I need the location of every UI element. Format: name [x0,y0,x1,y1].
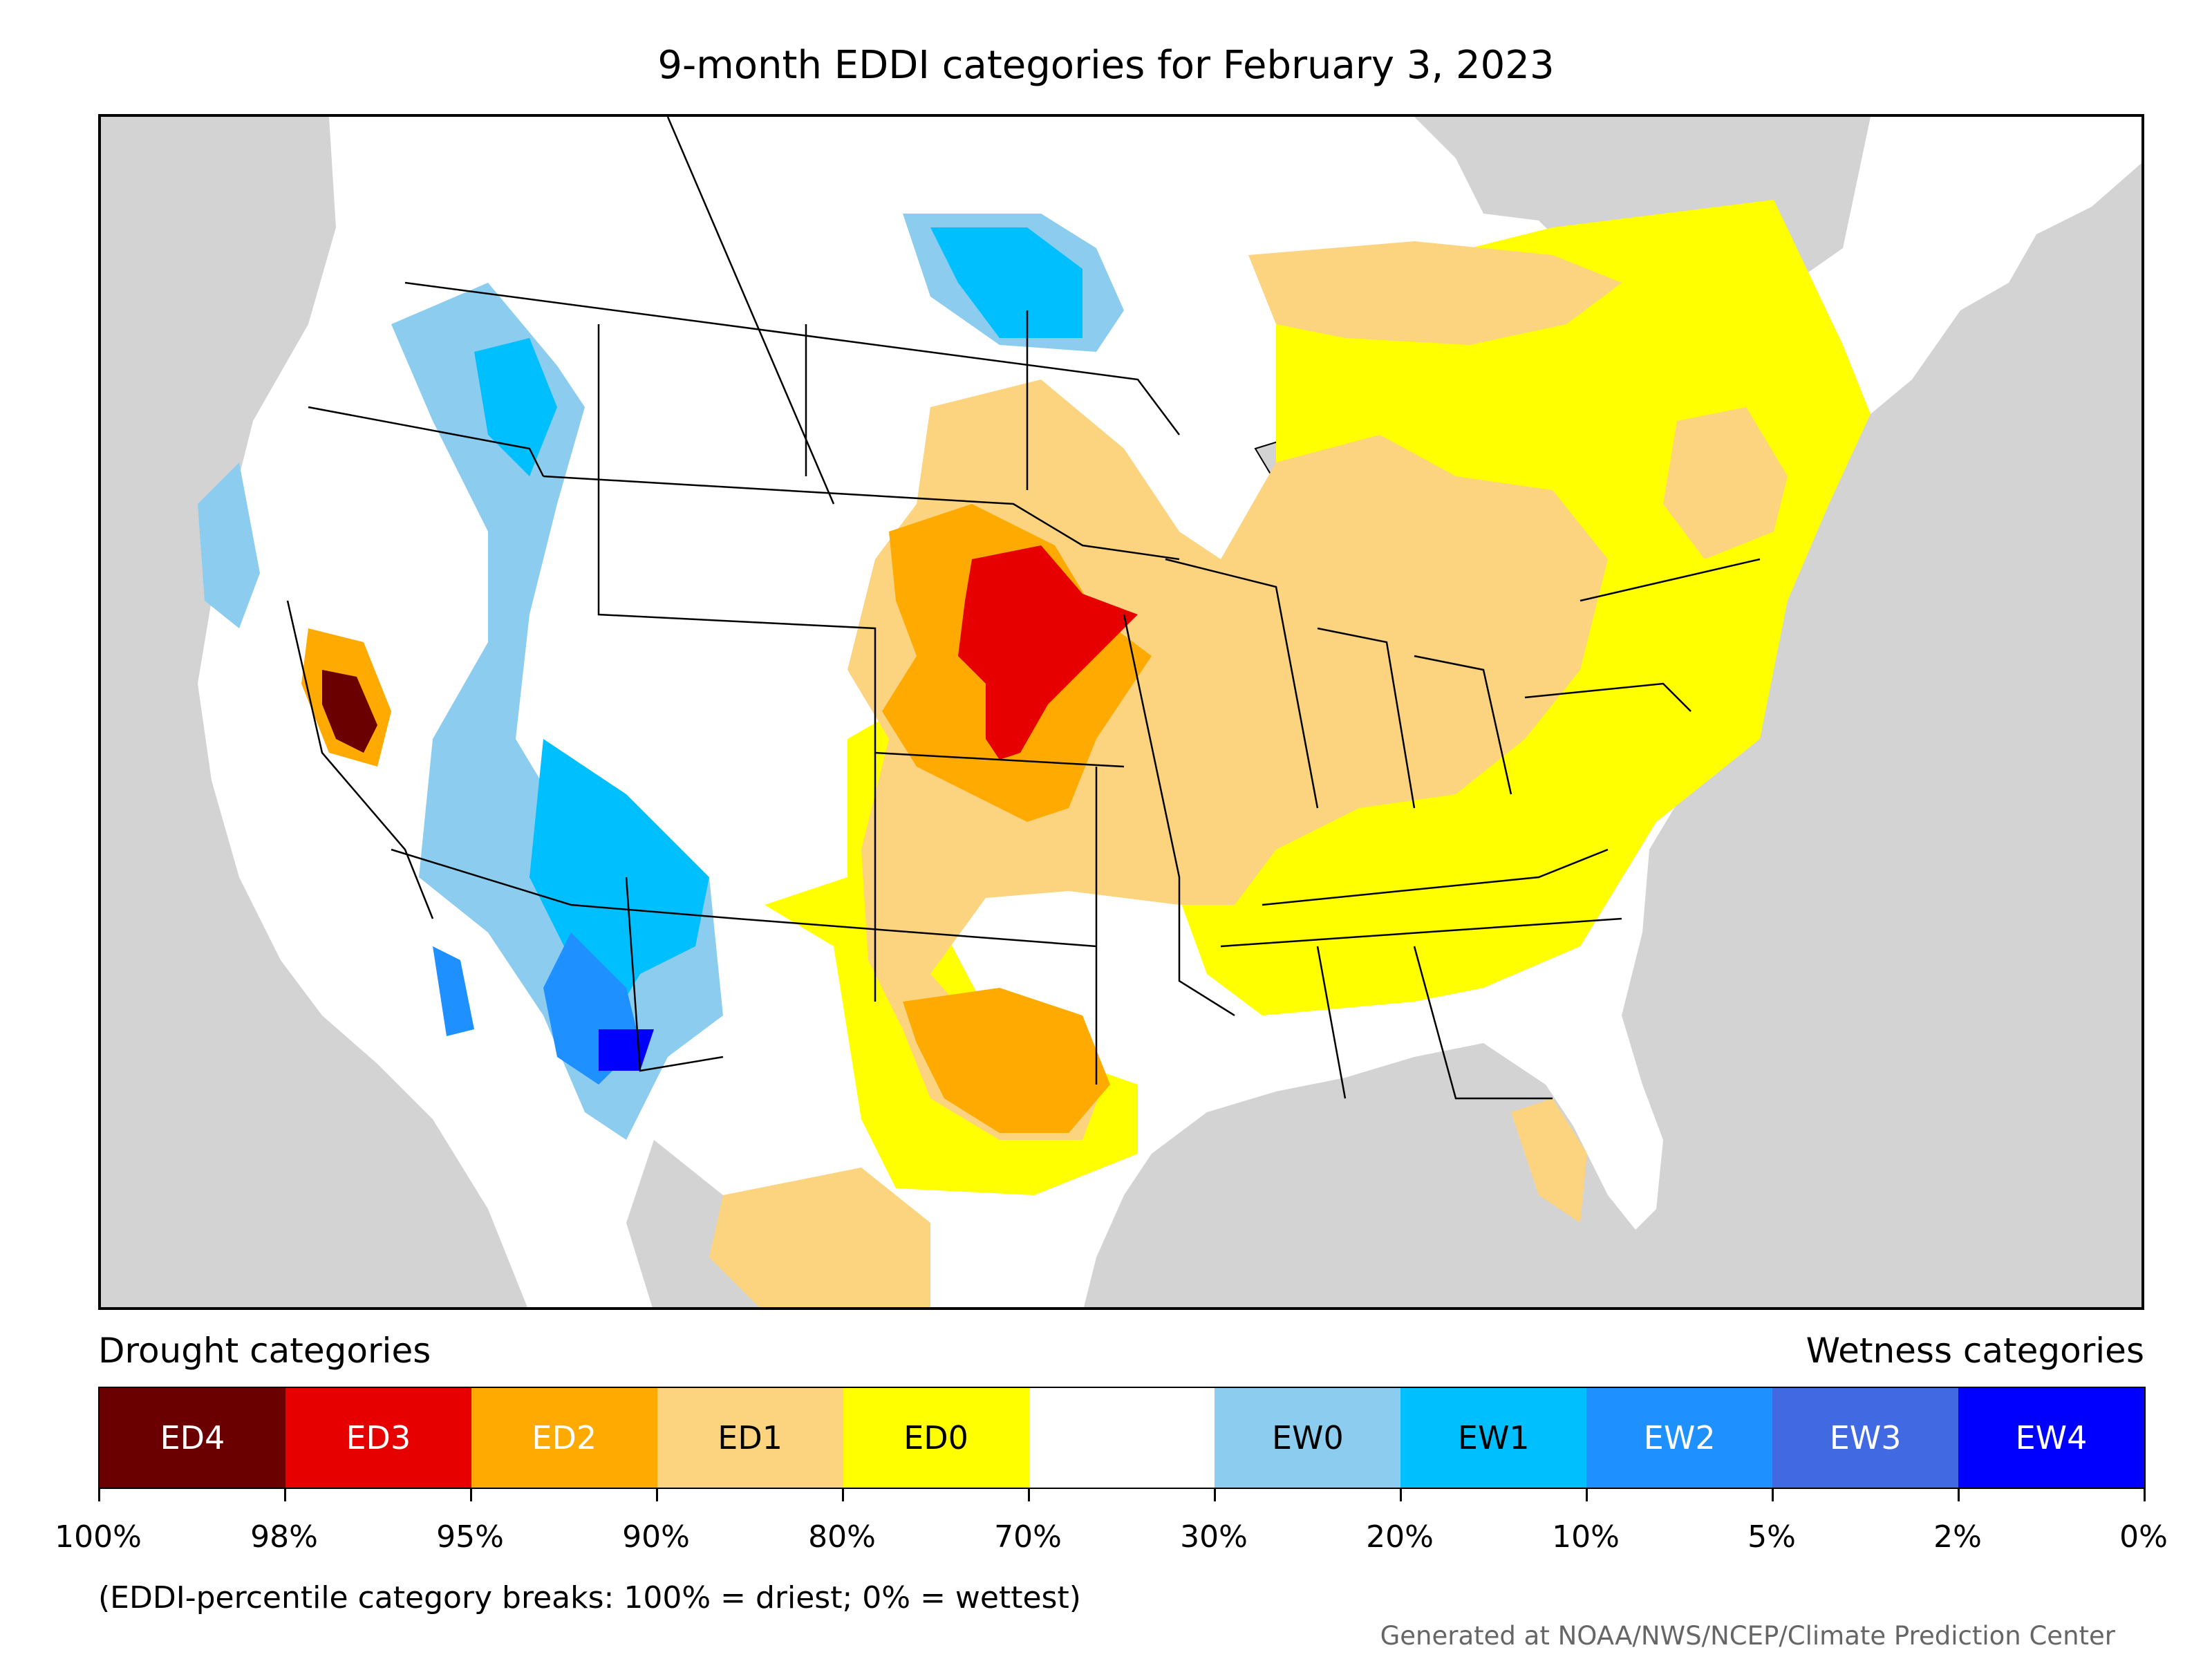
colorbar-tick [1028,1489,1030,1501]
colorbar-tick-label: 100% [55,1519,142,1555]
colorbar-tick-label: 0% [2119,1519,2168,1555]
colorbar-tick [1958,1489,1960,1501]
credit-line: Generated at NOAA/NWS/NCEP/Climate Predi… [1380,1621,2115,1651]
colorbar-cell-ew2: EW2 [1586,1388,1773,1488]
colorbar-tick [98,1489,100,1501]
colorbar-cell-ew4: EW4 [1958,1388,2144,1488]
colorbar-tick [1214,1489,1216,1501]
colorbar-cell-ew3: EW3 [1772,1388,1959,1488]
colorbar-tick [656,1489,658,1501]
colorbar-tick-label: 80% [808,1519,876,1555]
colorbar-tick [1400,1489,1402,1501]
eddi-map [198,117,2141,1307]
category-colorbar: ED4 ED3 ED2 ED1 ED0 EW0 EW1 EW2 EW3 EW4 [98,1387,2146,1489]
colorbar-tick [470,1489,472,1501]
colorbar-cell-ed2: ED2 [471,1388,657,1488]
state-borders [286,117,1761,1100]
colorbar-cell-ed3: ED3 [285,1388,471,1488]
colorbar-tick [2144,1489,2146,1501]
colorbar-tick-label: 2% [1933,1519,1982,1555]
colorbar-tick-label: 98% [250,1519,318,1555]
colorbar-cell-ed4: ED4 [100,1388,285,1488]
colorbar-tick-label: 20% [1366,1519,1434,1555]
map-panel [98,114,2144,1310]
colorbar-tick-label: 5% [1747,1519,1796,1555]
colorbar-tick [842,1489,844,1501]
colorbar-tick-label: 30% [1180,1519,1248,1555]
colorbar-cell-ew0: EW0 [1215,1388,1401,1488]
colorbar-tick [1586,1489,1588,1501]
colorbar-ticks [98,1489,2146,1503]
category-regions [198,200,1871,1307]
category-note: (EDDI-percentile category breaks: 100% =… [98,1580,1081,1615]
colorbar-tick-label: 70% [994,1519,1062,1555]
colorbar-tick-label: 10% [1552,1519,1620,1555]
colorbar-cell-ed1: ED1 [657,1388,843,1488]
colorbar-tick [1772,1489,1774,1501]
colorbar-tick [284,1489,286,1501]
colorbar-cell-neutral [1029,1388,1215,1488]
colorbar-tick-label: 90% [622,1519,690,1555]
colorbar-cell-ew1: EW1 [1400,1388,1587,1488]
map-title: 9-month EDDI categories for February 3, … [657,43,1555,88]
colorbar-tick-label: 95% [436,1519,504,1555]
drought-heading: Drought categories [98,1331,431,1371]
wetness-heading: Wetness categories [1806,1331,2144,1371]
colorbar-cell-ed0: ED0 [843,1388,1029,1488]
